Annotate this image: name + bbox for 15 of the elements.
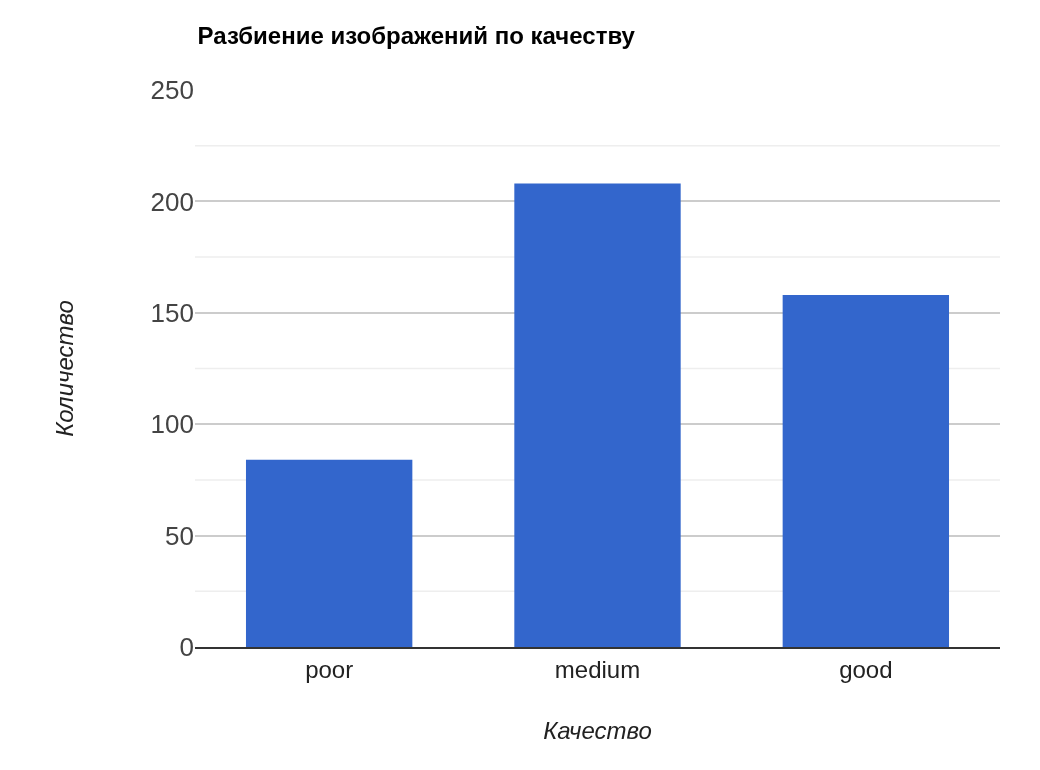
x-axis-title: Качество	[543, 716, 652, 744]
y-tick-label: 100	[150, 409, 194, 440]
y-tick-label: 150	[150, 297, 194, 328]
bar	[514, 183, 681, 647]
bar	[245, 459, 413, 647]
x-tick-label: medium	[554, 655, 641, 683]
y-tick-label: 250	[150, 75, 194, 106]
x-tick-label: poor	[305, 655, 354, 683]
y-tick-label: 50	[165, 520, 194, 551]
y-tick-label: 200	[150, 186, 194, 217]
chart-title: Разбиение изображений по качеству	[197, 21, 636, 49]
bar	[782, 294, 950, 647]
x-tick-label: good	[839, 655, 893, 683]
y-tick-label: 0	[179, 632, 194, 663]
y-axis-title: Количество	[50, 300, 78, 437]
